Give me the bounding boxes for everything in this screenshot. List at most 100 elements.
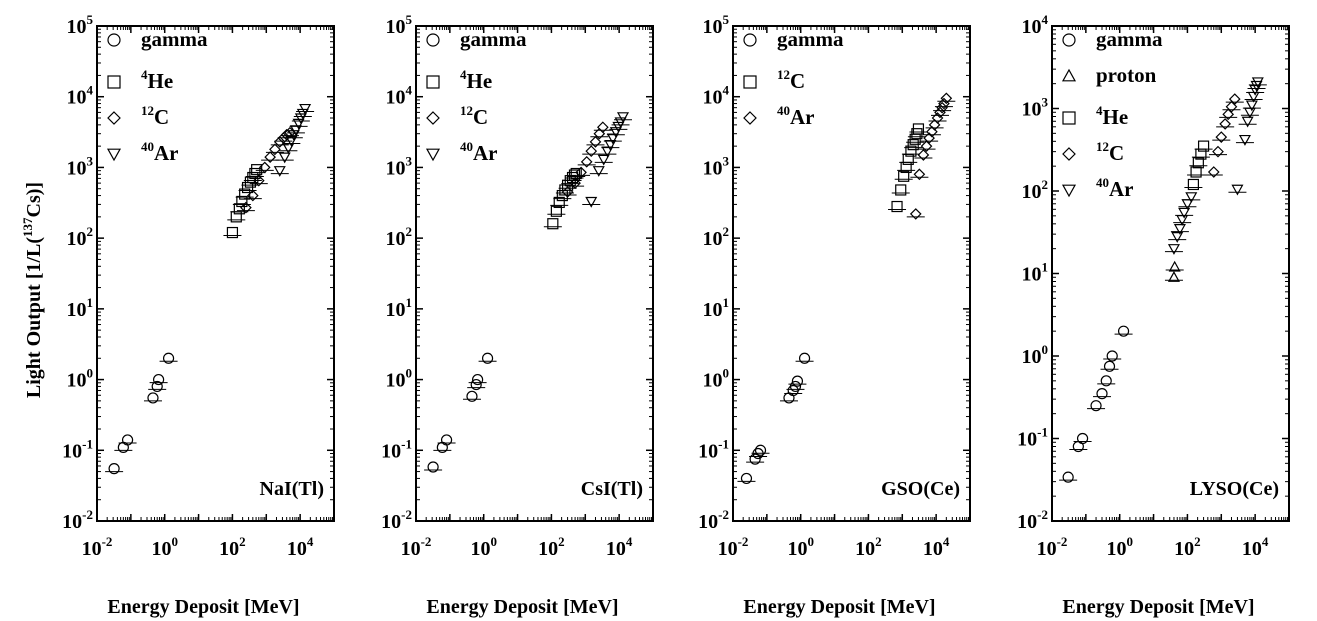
y-tick-label: 100 (1022, 342, 1049, 368)
y-tick-label-exp: 1 (723, 295, 730, 310)
series-gamma (1059, 325, 1133, 483)
data-point-40Ar (585, 196, 598, 208)
y-tick-label-base: 10 (381, 511, 401, 533)
legend-label: 12C (777, 67, 805, 93)
y-tick-label-base: 10 (386, 157, 406, 179)
legend-label-base: C (473, 105, 488, 129)
y-tick-label: 102 (67, 224, 94, 250)
y-tick-label-exp: -2 (718, 507, 729, 522)
x-tick-label: 104 (923, 534, 950, 560)
y-tick-label: 102 (1022, 177, 1049, 203)
x-tick-label: 100 (151, 534, 178, 560)
data-point-12C (269, 143, 281, 156)
legend-label-base: Ar (473, 141, 498, 165)
x-tick-label: 102 (855, 534, 882, 560)
y-tick-label-base: 10 (1022, 264, 1042, 286)
data-point-4He (249, 167, 261, 180)
y-tick-label: 10-1 (381, 436, 412, 462)
x-tick-label: 104 (1242, 534, 1269, 560)
y-tick-label: 10-1 (1017, 425, 1048, 451)
data-point-12C (1207, 166, 1220, 178)
y-tick-label-exp: 2 (87, 224, 94, 239)
x-tick-label-exp: 4 (626, 534, 633, 549)
legend-label: 12C (141, 103, 169, 129)
legend-label: 4He (141, 67, 173, 93)
x-tick-label-exp: 0 (1126, 534, 1133, 549)
legend-label-sup: 40 (777, 103, 790, 118)
chart-panel-1: 10-2 100 102 10410-210-1100101102103104105E… (62, 12, 335, 618)
data-point-proton (1168, 260, 1181, 272)
data-point-40Ar (1167, 244, 1180, 255)
data-point-40Ar (606, 133, 619, 145)
y-tick-label-exp: 5 (406, 12, 413, 27)
x-tick-label-base: 10 (1242, 538, 1262, 560)
series-12C (236, 126, 299, 214)
y-tick-label-base: 10 (67, 299, 87, 321)
legend-label: gamma (777, 27, 844, 51)
series-4He (1184, 140, 1213, 191)
data-point-12C (905, 145, 917, 157)
x-tick-label-base: 10 (538, 538, 558, 560)
y-tick-label-exp: 3 (723, 153, 730, 168)
y-tick-label-exp: -1 (718, 436, 729, 451)
data-point-gamma (1096, 388, 1108, 400)
data-point-4He (226, 226, 239, 239)
panel-title: CsI(Tl) (581, 478, 643, 500)
series-40Ar (582, 112, 633, 208)
y-tick-label-base: 10 (386, 87, 406, 109)
y-tick-label-exp: 1 (406, 295, 413, 310)
y-tick-label: 101 (386, 295, 413, 321)
data-point-gamma (466, 390, 478, 402)
chart-panel-4: 10-2 100 102 10410-210-1100101102103104Ener… (1017, 12, 1290, 618)
legend-label-sup: 40 (141, 139, 154, 154)
legend-marker (743, 111, 757, 125)
y-tick-label-exp: 1 (87, 295, 94, 310)
y-tick-label: 10-1 (62, 436, 93, 462)
y-tick-label: 104 (386, 83, 413, 109)
x-tick-label-base: 10 (401, 538, 421, 560)
legend-label-base: Ar (154, 141, 179, 165)
legend-marker (1061, 68, 1077, 82)
y-tick-label-exp: 4 (87, 83, 94, 98)
data-point-40Ar (913, 168, 926, 181)
data-point-40Ar (1231, 184, 1244, 196)
y-tick-label-base: 10 (698, 440, 718, 462)
data-point-gamma (470, 378, 482, 391)
y-tick-label: 10-2 (698, 507, 729, 533)
data-point-4He (1190, 166, 1202, 178)
x-tick-label-base: 10 (855, 538, 875, 560)
y-tick-label-base: 10 (703, 157, 723, 179)
x-tick-label: 10-2 (82, 534, 113, 560)
data-point-40Ar (1250, 80, 1263, 92)
y-tick-label: 10-1 (698, 436, 729, 462)
y-tick-label-exp: 3 (406, 153, 413, 168)
y-tick-label-base: 10 (67, 16, 87, 38)
data-point-40Ar (1171, 232, 1184, 243)
y-tick-label-base: 10 (1022, 181, 1042, 203)
legend-label: proton (1096, 63, 1157, 87)
data-point-40Ar (909, 208, 922, 220)
y-tick-label-base: 10 (698, 511, 718, 533)
data-point-12C (1222, 108, 1235, 121)
y-tick-label-base: 10 (1017, 429, 1037, 451)
data-point-12C (895, 184, 907, 196)
data-point-12C (258, 161, 271, 174)
y-tick-label-exp: 0 (723, 366, 730, 381)
legend-label-sup: 40 (1096, 175, 1109, 190)
legend-label-base: Ar (790, 105, 815, 129)
panel-title: LYSO(Ce) (1190, 478, 1279, 500)
y-axis-title-sup: 137 (20, 217, 35, 237)
x-tick-label-base: 10 (606, 538, 626, 560)
x-axis-title: Energy Deposit [MeV] (1062, 596, 1254, 618)
y-tick-label: 104 (703, 83, 730, 109)
y-tick-label-base: 10 (386, 370, 406, 392)
data-point-gamma (1106, 350, 1118, 362)
data-point-gamma (147, 392, 159, 404)
x-tick-label: 10-2 (1037, 534, 1068, 560)
x-tick-label-exp: -2 (102, 534, 113, 549)
legend-label: gamma (141, 27, 208, 51)
legend-marker (426, 111, 440, 125)
